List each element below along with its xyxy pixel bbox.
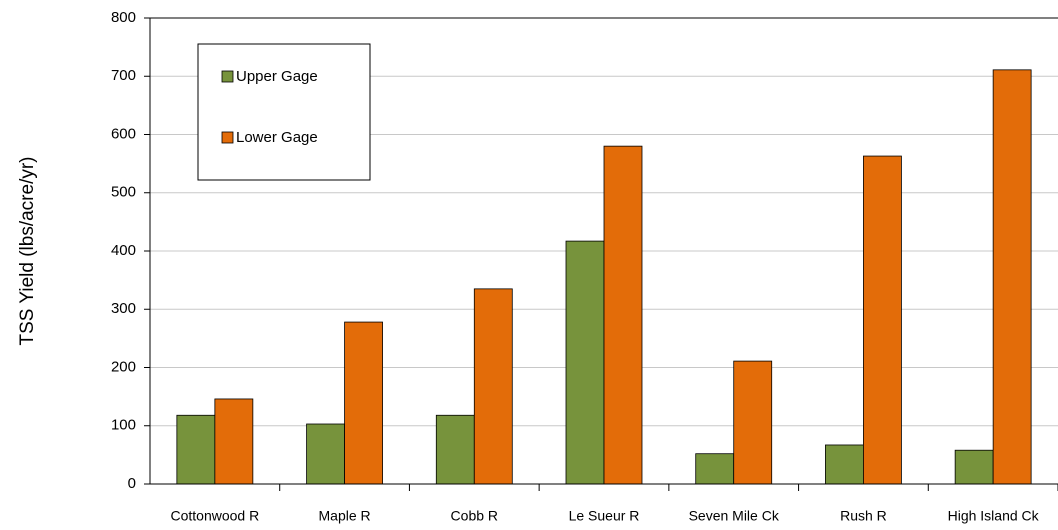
- bar: [473, 288, 513, 485]
- x-tick-label: High Island Ck: [948, 508, 1040, 524]
- y-tick-label: 300: [111, 300, 136, 317]
- bar: [954, 449, 994, 485]
- x-tick-label: Cobb R: [451, 508, 498, 524]
- bar: [214, 398, 254, 485]
- bar: [176, 414, 216, 485]
- bar: [733, 360, 773, 485]
- y-tick-label: 800: [111, 9, 136, 26]
- y-tick-label: 500: [111, 184, 136, 201]
- legend-label: Upper Gage: [236, 68, 318, 85]
- bar: [825, 444, 864, 485]
- y-tick-label: 400: [111, 242, 136, 259]
- bar: [565, 240, 605, 485]
- legend-swatch: [221, 70, 234, 83]
- x-tick-label: Le Sueur R: [569, 508, 640, 524]
- x-tick-label: Seven Mile Ck: [689, 508, 780, 524]
- y-tick-label: 100: [111, 417, 136, 434]
- y-axis-label: TSS Yield (lbs/acre/yr): [17, 157, 38, 346]
- bar: [344, 321, 383, 485]
- y-tick-label: 700: [111, 67, 136, 84]
- bar: [435, 414, 475, 485]
- legend-box: [197, 43, 371, 181]
- bar: [306, 423, 345, 485]
- x-tick-label: Rush R: [840, 508, 887, 524]
- bar: [992, 69, 1032, 485]
- x-tick-label: Maple R: [319, 508, 371, 524]
- legend-label: Lower Gage: [236, 129, 318, 146]
- y-tick-label: 600: [111, 125, 136, 142]
- y-tick-label: 0: [128, 475, 136, 492]
- legend-swatch: [221, 131, 234, 144]
- y-tick-label: 200: [111, 358, 136, 375]
- bar: [603, 145, 643, 485]
- bar: [695, 453, 735, 485]
- bar: [863, 155, 902, 485]
- x-tick-label: Cottonwood R: [170, 508, 259, 524]
